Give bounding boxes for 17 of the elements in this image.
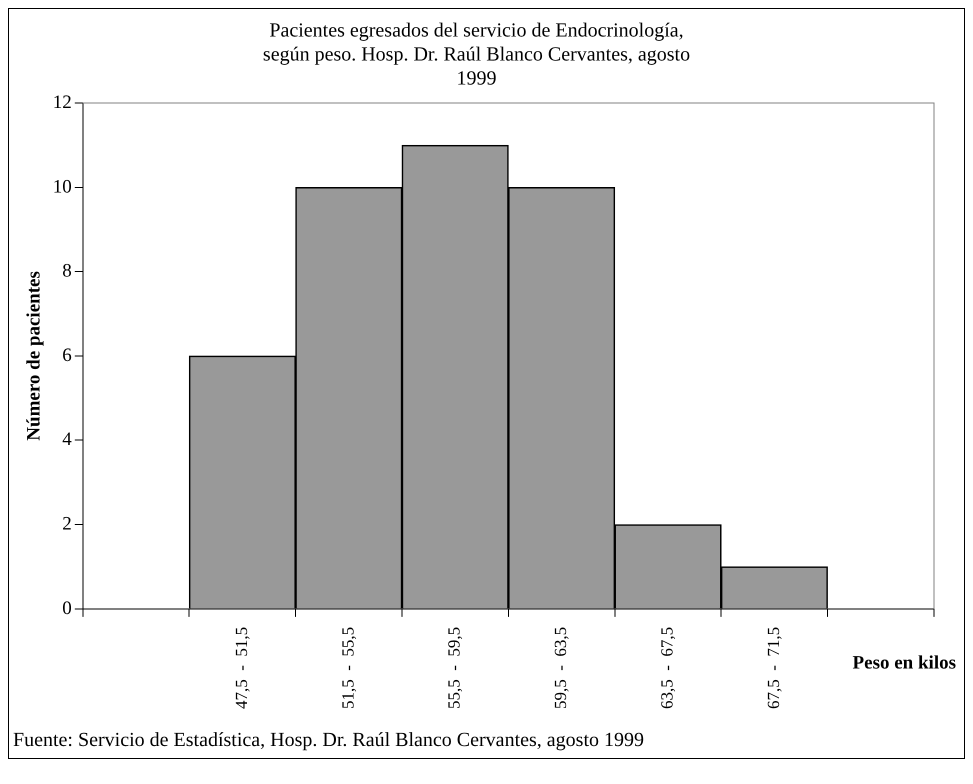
x-tick-label: 55,5 - 59,5: [444, 626, 464, 710]
y-tick-label: 4: [62, 429, 72, 450]
x-tick-label: 63,5 - 67,5: [657, 626, 676, 710]
y-axis-title: Número de pacientes: [23, 271, 44, 441]
source-note: Fuente: Servicio de Estadística, Hosp. Dr. Raúl Blanco Cervantes, agosto 1999: [12, 729, 645, 753]
y-tick-label: 2: [62, 514, 72, 535]
x-axis-title: Peso en kilos: [852, 652, 956, 674]
y-tick-label: 8: [62, 260, 72, 282]
y-tick-label: 0: [62, 598, 72, 619]
y-tick-label: 6: [62, 344, 72, 366]
chart-title: Pacientes egresados del servicio de Endocrinología, según peso. Hosp. Dr. Raúl Blanco Cervantes, agosto 1999: [262, 19, 690, 90]
x-tick-label: 47,5 - 51,5: [232, 626, 251, 710]
x-tick-label: 51,5 - 55,5: [338, 626, 358, 710]
y-tick-label: 10: [52, 176, 72, 198]
x-tick-label: 59,5 - 63,5: [551, 626, 570, 710]
y-tick-label: 12: [52, 92, 72, 113]
x-tick-label: 67,5 - 71,5: [764, 626, 783, 710]
